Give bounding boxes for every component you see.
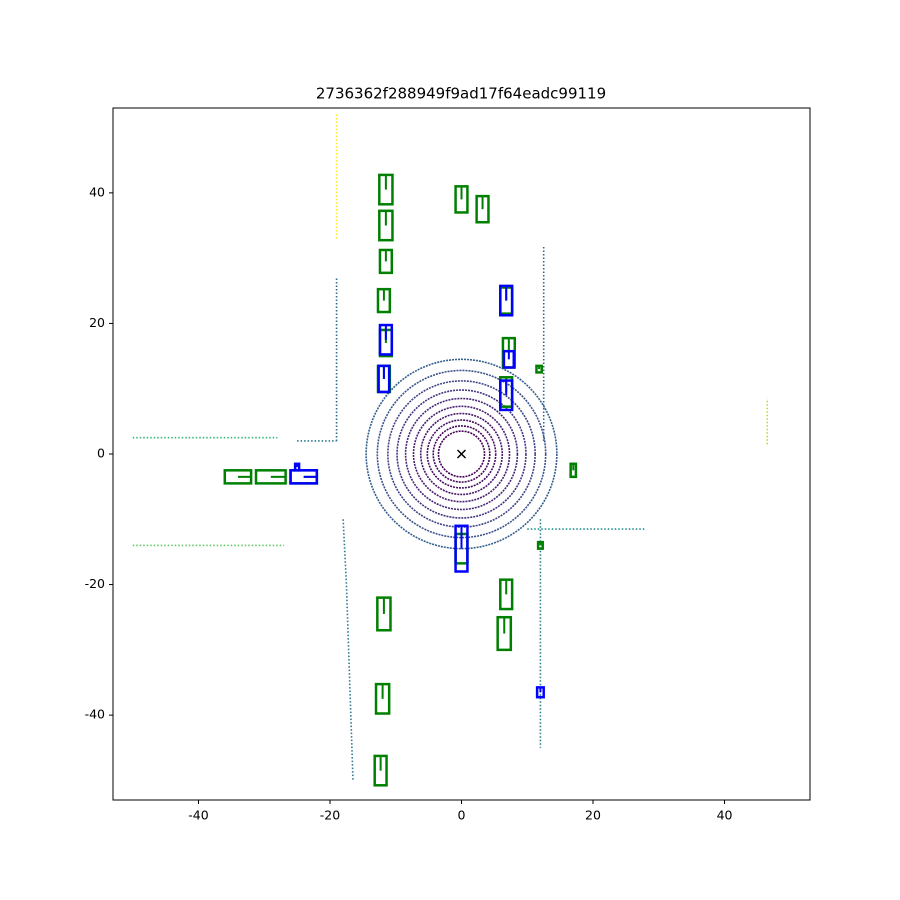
ring xyxy=(419,412,504,496)
chart-title: 2736362f288949f9ad17f64eadc99119 xyxy=(316,85,606,103)
x-tick-label: 40 xyxy=(717,808,733,823)
ring xyxy=(412,405,511,503)
point-cloud xyxy=(342,519,354,781)
ring xyxy=(432,425,491,483)
y-tick-label: -20 xyxy=(85,576,105,591)
ring xyxy=(437,430,486,478)
ring xyxy=(404,397,519,511)
y-tick-label: 40 xyxy=(89,184,105,199)
ring xyxy=(426,419,497,489)
x-tick-label: 0 xyxy=(458,808,466,823)
x-tick-label: 20 xyxy=(585,808,601,823)
x-tick-label: -20 xyxy=(320,808,340,823)
x-tick-label: -40 xyxy=(188,808,208,823)
y-tick-label: 0 xyxy=(97,446,105,461)
y-tick-label: 20 xyxy=(89,315,105,330)
y-tick-label: -40 xyxy=(85,707,105,722)
ring xyxy=(376,369,547,539)
ego-marker xyxy=(456,449,467,459)
ring xyxy=(396,389,527,519)
